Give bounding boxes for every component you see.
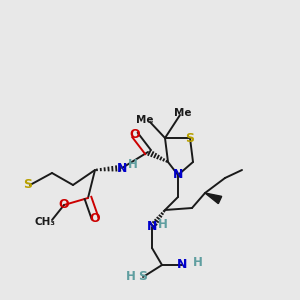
Text: H: H	[193, 256, 203, 268]
Text: N: N	[173, 169, 183, 182]
Text: N: N	[177, 259, 187, 272]
Text: H: H	[158, 218, 168, 232]
Text: S: S	[139, 271, 148, 284]
Text: S: S	[23, 178, 32, 191]
Text: O: O	[90, 212, 100, 224]
Text: N: N	[117, 161, 127, 175]
Text: O: O	[59, 199, 69, 212]
Text: CH₃: CH₃	[34, 217, 56, 227]
Text: S: S	[185, 131, 194, 145]
Text: O: O	[130, 128, 140, 142]
Text: H: H	[128, 158, 138, 172]
Text: N: N	[147, 220, 157, 233]
Text: Me: Me	[136, 115, 154, 125]
Text: H: H	[126, 271, 136, 284]
Polygon shape	[205, 193, 222, 204]
Text: Me: Me	[174, 108, 192, 118]
